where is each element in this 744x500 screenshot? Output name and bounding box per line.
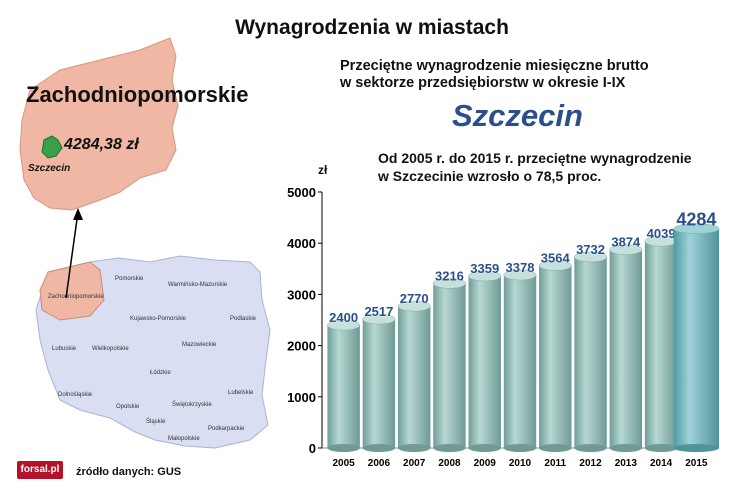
bar-base [574,444,607,452]
data-source: źródło danych: GUS [76,466,182,478]
data-label: 3359 [470,261,499,276]
arrow-line [65,211,79,299]
note-line-2: w Szczecinie wzrosło o 78,5 proc. [378,168,602,184]
bar-top [574,251,608,263]
bar-chart: 0 1000 2000 3000 4000 5000 2400 2005 2517 2006 277… [287,185,720,469]
x-tick-label: 2012 [579,458,602,469]
bar [433,283,466,448]
x-tick-label: 2008 [438,458,461,469]
region-wage: 4284,38 zł [64,136,139,153]
arrow-head-icon [73,208,83,220]
y-tick-label: 3000 [287,287,316,302]
city-marker-icon [41,135,63,159]
voivodeship-label: Zachodniopomorskie [48,294,104,300]
voivodeship-label: Śląskie [146,419,166,425]
page-title: Wynagrodzenia w miastach [235,16,509,39]
data-label: 2517 [364,304,393,319]
chart-subtitle: Przeciętne wynagrodzenie miesięczne brut… [340,58,649,92]
data-label: 4284 [676,210,716,230]
bar-base [673,444,720,452]
bar [574,256,607,448]
bar [609,249,643,448]
voivodeship-label: Wielkopolskie [92,346,129,352]
bar-top [538,260,572,271]
city-marker-label: Szczecin [28,163,71,174]
y-tick-label: 5000 [287,185,316,200]
bar [397,306,431,448]
bar-top [362,313,396,325]
voivodeship-label: Lubelskie [228,390,254,396]
region-label: Zachodniopomorskie [26,82,249,107]
voivodeship-label: Pomorskie [115,276,144,282]
bar-base [539,444,572,452]
y-axis-unit: zł [318,163,328,177]
bar [468,276,501,448]
bar [644,241,678,448]
x-tick-label: 2009 [474,458,497,469]
voivodeship-label: Kujawsko-Pomorskie [130,316,187,322]
bar-base [644,444,678,452]
city-name: Szczecin [452,98,583,133]
bar-base [503,444,537,452]
voivodeship-label: Małopolskie [168,436,200,442]
growth-note: Od 2005 r. do 2015 r. przeciętne wynagro… [378,149,692,185]
data-label: 3378 [506,260,535,275]
bar-top [609,244,643,255]
voivodeship-label: Podkarpackie [208,426,245,432]
x-tick-label: 2014 [650,458,673,469]
bar-base [609,444,643,452]
bar-base [433,444,466,452]
data-label: 3564 [541,251,571,266]
bar [673,228,720,448]
voivodeship-label: Podlaskie [230,316,257,322]
bar-top [503,269,537,281]
bar-top [432,278,466,289]
data-label: 4039 [647,226,676,241]
x-tick-label: 2010 [509,458,532,469]
x-tick-label: 2013 [615,458,638,469]
y-tick-label: 4000 [287,236,316,251]
data-label: 3874 [611,235,641,250]
y-tick-label: 2000 [287,339,316,354]
voivodeship-label: Lubuskie [52,346,77,352]
note-line-1: Od 2005 r. do 2015 r. przeciętne wynagro… [378,150,692,166]
forsal-logo[interactable]: forsal.pl [17,461,63,479]
data-label: 3216 [435,268,464,283]
bar-top [397,300,431,312]
bar-base [362,444,396,452]
data-label: 2400 [329,310,358,325]
x-tick-label: 2015 [685,458,708,469]
bar [539,265,572,448]
data-label: 2770 [400,291,429,306]
region-map [19,37,179,211]
voivodeship-label: Dolnośląskie [58,392,93,398]
subtitle-line-1: Przeciętne wynagrodzenie miesięczne brut… [340,58,649,74]
bar-base [468,444,501,452]
bar-base [397,444,431,452]
x-tick-label: 2005 [333,458,356,469]
voivodeship-label: Opolskie [116,404,140,410]
data-label: 3732 [576,242,605,257]
bar-top [327,319,361,331]
x-tick-label: 2006 [368,458,391,469]
bar [327,325,360,448]
bar-base [327,444,360,452]
x-tick-label: 2007 [403,458,426,469]
y-tick-label: 1000 [287,390,316,405]
voivodeship-label: Mazowieckie [182,342,217,348]
x-tick-label: 2011 [544,458,566,469]
voivodeship-label: Świętokrzyskie [172,402,212,408]
y-tick-label: 0 [309,441,316,456]
subtitle-line-2: w sektorze przedsiębiorstw w okresie I-I… [340,75,626,91]
bar-top [468,270,502,282]
bar [362,319,396,448]
voivodeship-label: Warmińsko-Mazurskie [168,282,228,288]
voivodeship-label: Łódzkie [150,370,171,376]
bar [503,275,537,448]
bar-top [673,223,720,234]
region-highlight-small [39,261,105,321]
